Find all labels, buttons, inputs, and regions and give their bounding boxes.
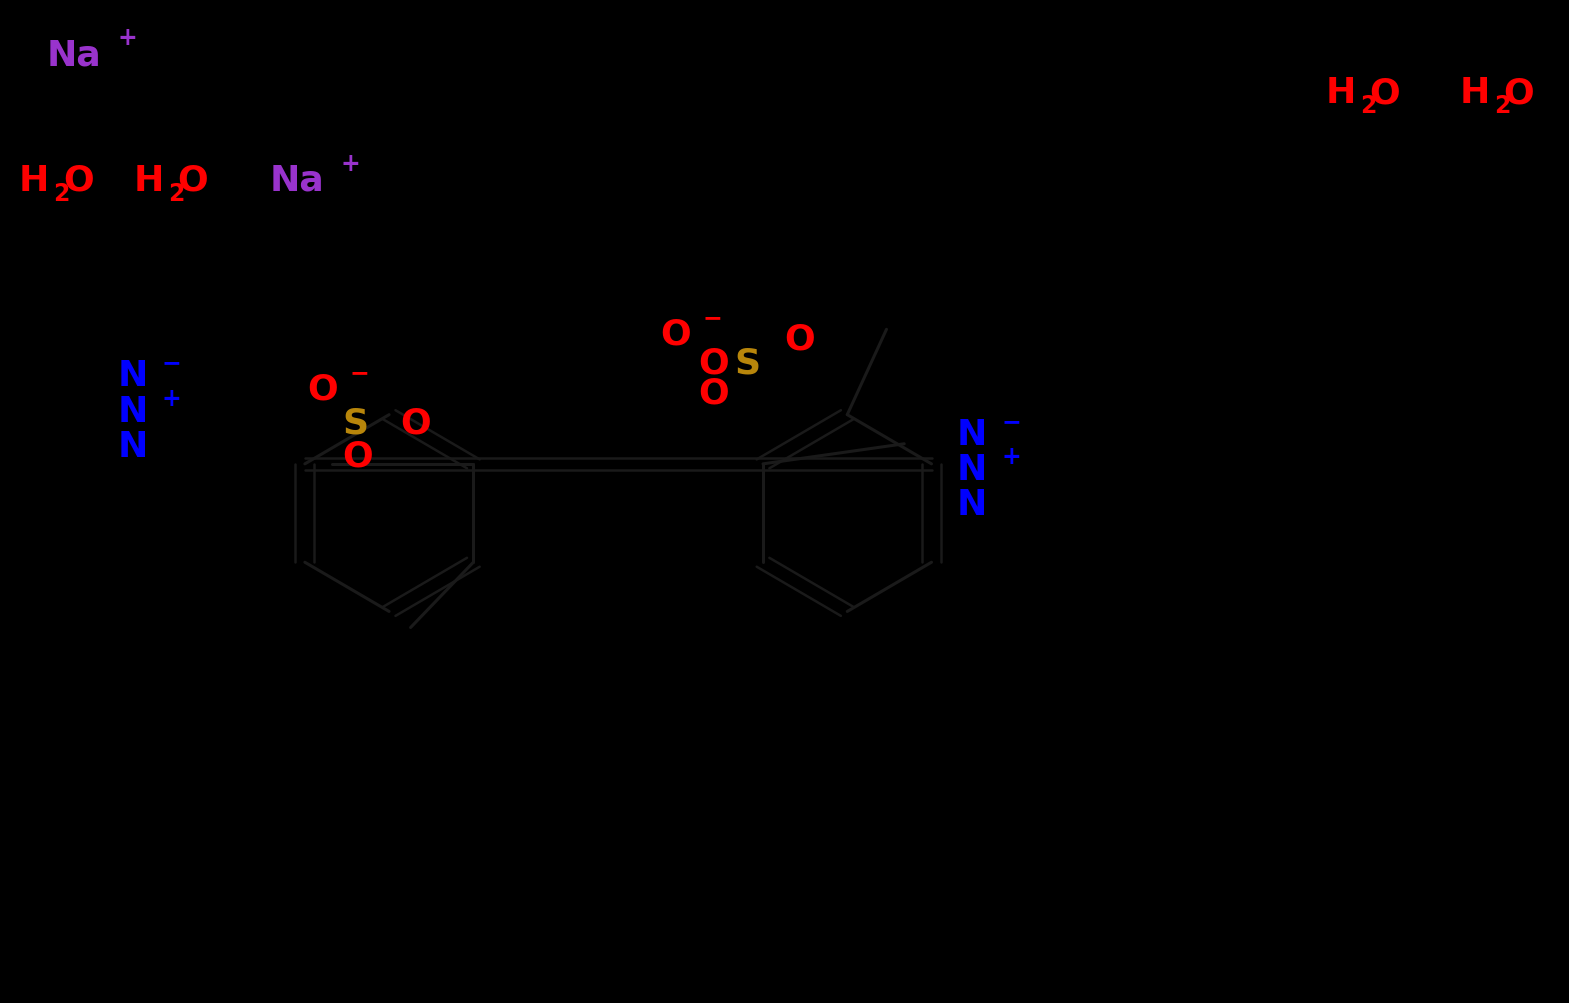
Text: O: O [661, 317, 692, 351]
Text: N: N [957, 417, 987, 451]
Text: S: S [734, 346, 761, 380]
Text: O: O [1370, 76, 1401, 110]
Text: Na: Na [47, 38, 102, 72]
Text: H: H [1326, 76, 1356, 110]
Text: O: O [400, 406, 431, 440]
Text: −: − [350, 361, 370, 385]
Text: N: N [957, 452, 987, 486]
Text: +: + [118, 26, 138, 50]
Text: N: N [957, 487, 987, 522]
Text: +: + [162, 386, 182, 410]
Text: H: H [19, 163, 49, 198]
Text: O: O [177, 163, 209, 198]
Text: O: O [698, 376, 730, 410]
Text: +: + [340, 151, 361, 176]
Text: O: O [784, 322, 816, 356]
Text: H: H [133, 163, 163, 198]
Text: 2: 2 [1360, 94, 1376, 118]
Text: −: − [162, 351, 182, 375]
Text: 2: 2 [168, 182, 184, 206]
Text: N: N [118, 429, 147, 463]
Text: −: − [703, 306, 723, 330]
Text: −: − [1001, 409, 1021, 433]
Text: N: N [118, 359, 147, 393]
Text: +: + [1001, 444, 1021, 468]
Text: N: N [118, 394, 147, 428]
Text: 2: 2 [1494, 94, 1509, 118]
Text: O: O [63, 163, 94, 198]
Text: O: O [308, 372, 339, 406]
Text: H: H [1459, 76, 1489, 110]
Text: O: O [698, 346, 730, 380]
Text: Na: Na [270, 163, 325, 198]
Text: S: S [342, 406, 369, 440]
Text: 2: 2 [53, 182, 69, 206]
Text: O: O [342, 439, 373, 473]
Text: O: O [1503, 76, 1534, 110]
